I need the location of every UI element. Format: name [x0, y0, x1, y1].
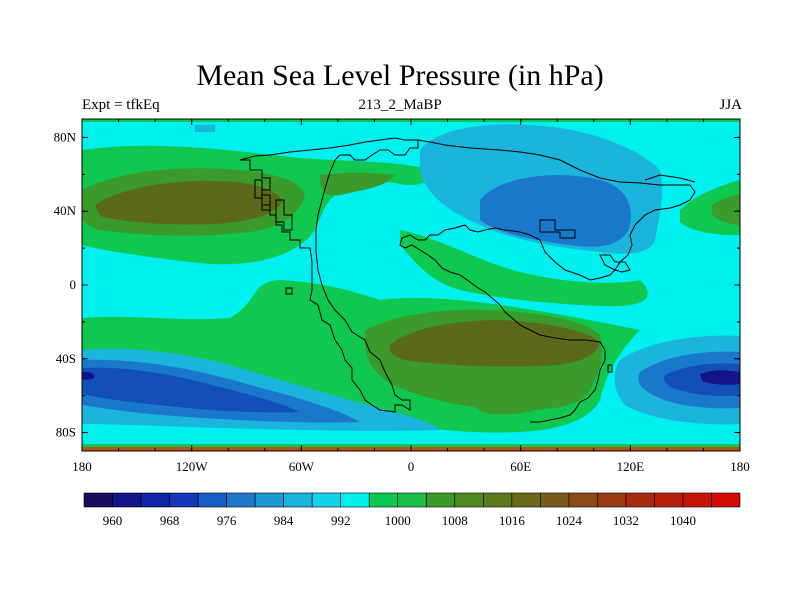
field-968-south-west: [82, 371, 95, 380]
coastline-greenland-fragment: [254, 179, 271, 211]
coastline-east-continent: [399, 139, 696, 423]
colorbar-swatch: [397, 492, 427, 508]
field-1020-north-west: [95, 180, 282, 225]
colorbar-swatch: [483, 492, 513, 508]
colorbar-label: 960: [103, 513, 123, 528]
y-tick-label: 0: [70, 277, 77, 292]
case-label: 213_2_MaBP: [358, 97, 442, 113]
x-tick-label: 180: [72, 459, 92, 474]
coastline-island-small: [607, 364, 613, 373]
colorbar-swatch: [83, 492, 113, 508]
x-tick-label: 60E: [510, 459, 531, 474]
field-984-north-east: [480, 175, 631, 247]
colorbar-swatch: [511, 492, 541, 508]
y-axis: 80N 40N 0 40S 80S: [54, 129, 740, 440]
colorbar-swatch: [197, 492, 227, 508]
season-label: JJA: [719, 97, 742, 113]
chart-title: Mean Sea Level Pressure (in hPa): [196, 59, 604, 92]
colorbar-swatch: [140, 492, 170, 508]
colorbar-swatch: [226, 492, 256, 508]
x-tick-label: 120E: [617, 459, 645, 474]
coastline-east-bay: [599, 254, 631, 273]
colorbar-swatch: [711, 492, 741, 508]
coastline-northwest-islet: [285, 287, 293, 295]
colorbar-label: 968: [160, 513, 180, 528]
y-tick-label: 40N: [54, 203, 77, 218]
field-992-arctic: [195, 125, 215, 132]
x-tick-label: 60W: [289, 459, 315, 474]
coastline-west-inlet: [275, 199, 293, 231]
coastline-northeast-island: [644, 174, 696, 183]
colorbar-label: 1008: [442, 513, 468, 528]
colorbar-label: 1032: [613, 513, 639, 528]
colorbar-label: 1024: [556, 513, 583, 528]
field-1020-south: [389, 320, 600, 367]
y-tick-label: 80S: [56, 425, 76, 440]
coastline-west-continent: [239, 137, 419, 413]
field-1004-north-east: [400, 230, 648, 307]
colorbar-swatch: [654, 492, 684, 508]
colorbar-swatch: [425, 492, 456, 508]
colorbar: 960 968 976 984 992 1000 1008 1016 1024 1032 1040: [83, 492, 741, 528]
contour-fill: [82, 119, 740, 451]
x-axis: 180 120W 60W 0 60E 120E 180: [72, 119, 750, 474]
colorbar-label: 1016: [499, 513, 526, 528]
colorbar-swatch: [254, 492, 284, 508]
y-tick-label: 80N: [54, 129, 77, 144]
field-968-south-east: [700, 370, 740, 385]
x-tick-label: 120W: [176, 459, 209, 474]
field-1012-north-europe: [319, 172, 395, 196]
x-tick-label: 0: [408, 459, 415, 474]
colorbar-swatch: [682, 492, 712, 508]
colorbar-swatch: [311, 492, 341, 508]
colorbar-swatch: [568, 492, 598, 508]
field-1012-south-lobe: [466, 383, 560, 415]
colorbar-label: 1040: [670, 513, 696, 528]
y-tick-label: 40S: [56, 351, 76, 366]
field-1012-far-east: [712, 194, 740, 225]
colorbar-swatch: [540, 492, 570, 508]
colorbar-swatch: [597, 492, 627, 508]
colorbar-swatch: [340, 492, 370, 508]
colorbar-swatch: [283, 492, 313, 508]
colorbar-label: 992: [331, 513, 351, 528]
colorbar-label: 1000: [385, 513, 411, 528]
experiment-label: Expt = tfkEq: [82, 97, 160, 113]
colorbar-label: 984: [274, 513, 294, 528]
x-tick-label: 180: [730, 459, 750, 474]
continent-outlines: [239, 137, 696, 423]
colorbar-swatch: [454, 492, 484, 508]
colorbar-label: 976: [217, 513, 237, 528]
colorbar-swatch: [625, 492, 655, 508]
coastline-east-inlet: [539, 219, 576, 239]
colorbar-swatch: [169, 492, 199, 508]
colorbar-swatch: [112, 492, 142, 508]
colorbar-swatch: [368, 492, 399, 508]
field-976-south-west: [82, 367, 300, 413]
